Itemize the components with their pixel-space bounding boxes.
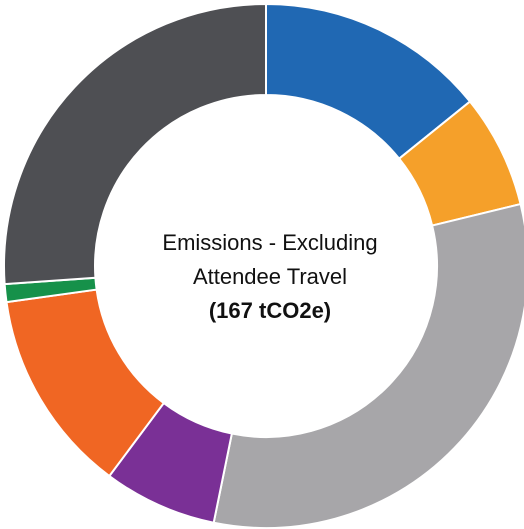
- center-label-line2: Attendee Travel: [193, 264, 347, 289]
- center-label-line1: Emissions - Excluding: [162, 230, 377, 255]
- center-label-total: (167 tCO2e): [209, 298, 331, 323]
- donut-slice-7: [3, 2, 267, 286]
- center-label: Emissions - Excluding Attendee Travel (1…: [162, 230, 377, 323]
- donut-slices: [3, 2, 524, 529]
- donut-slice-3: [212, 202, 524, 529]
